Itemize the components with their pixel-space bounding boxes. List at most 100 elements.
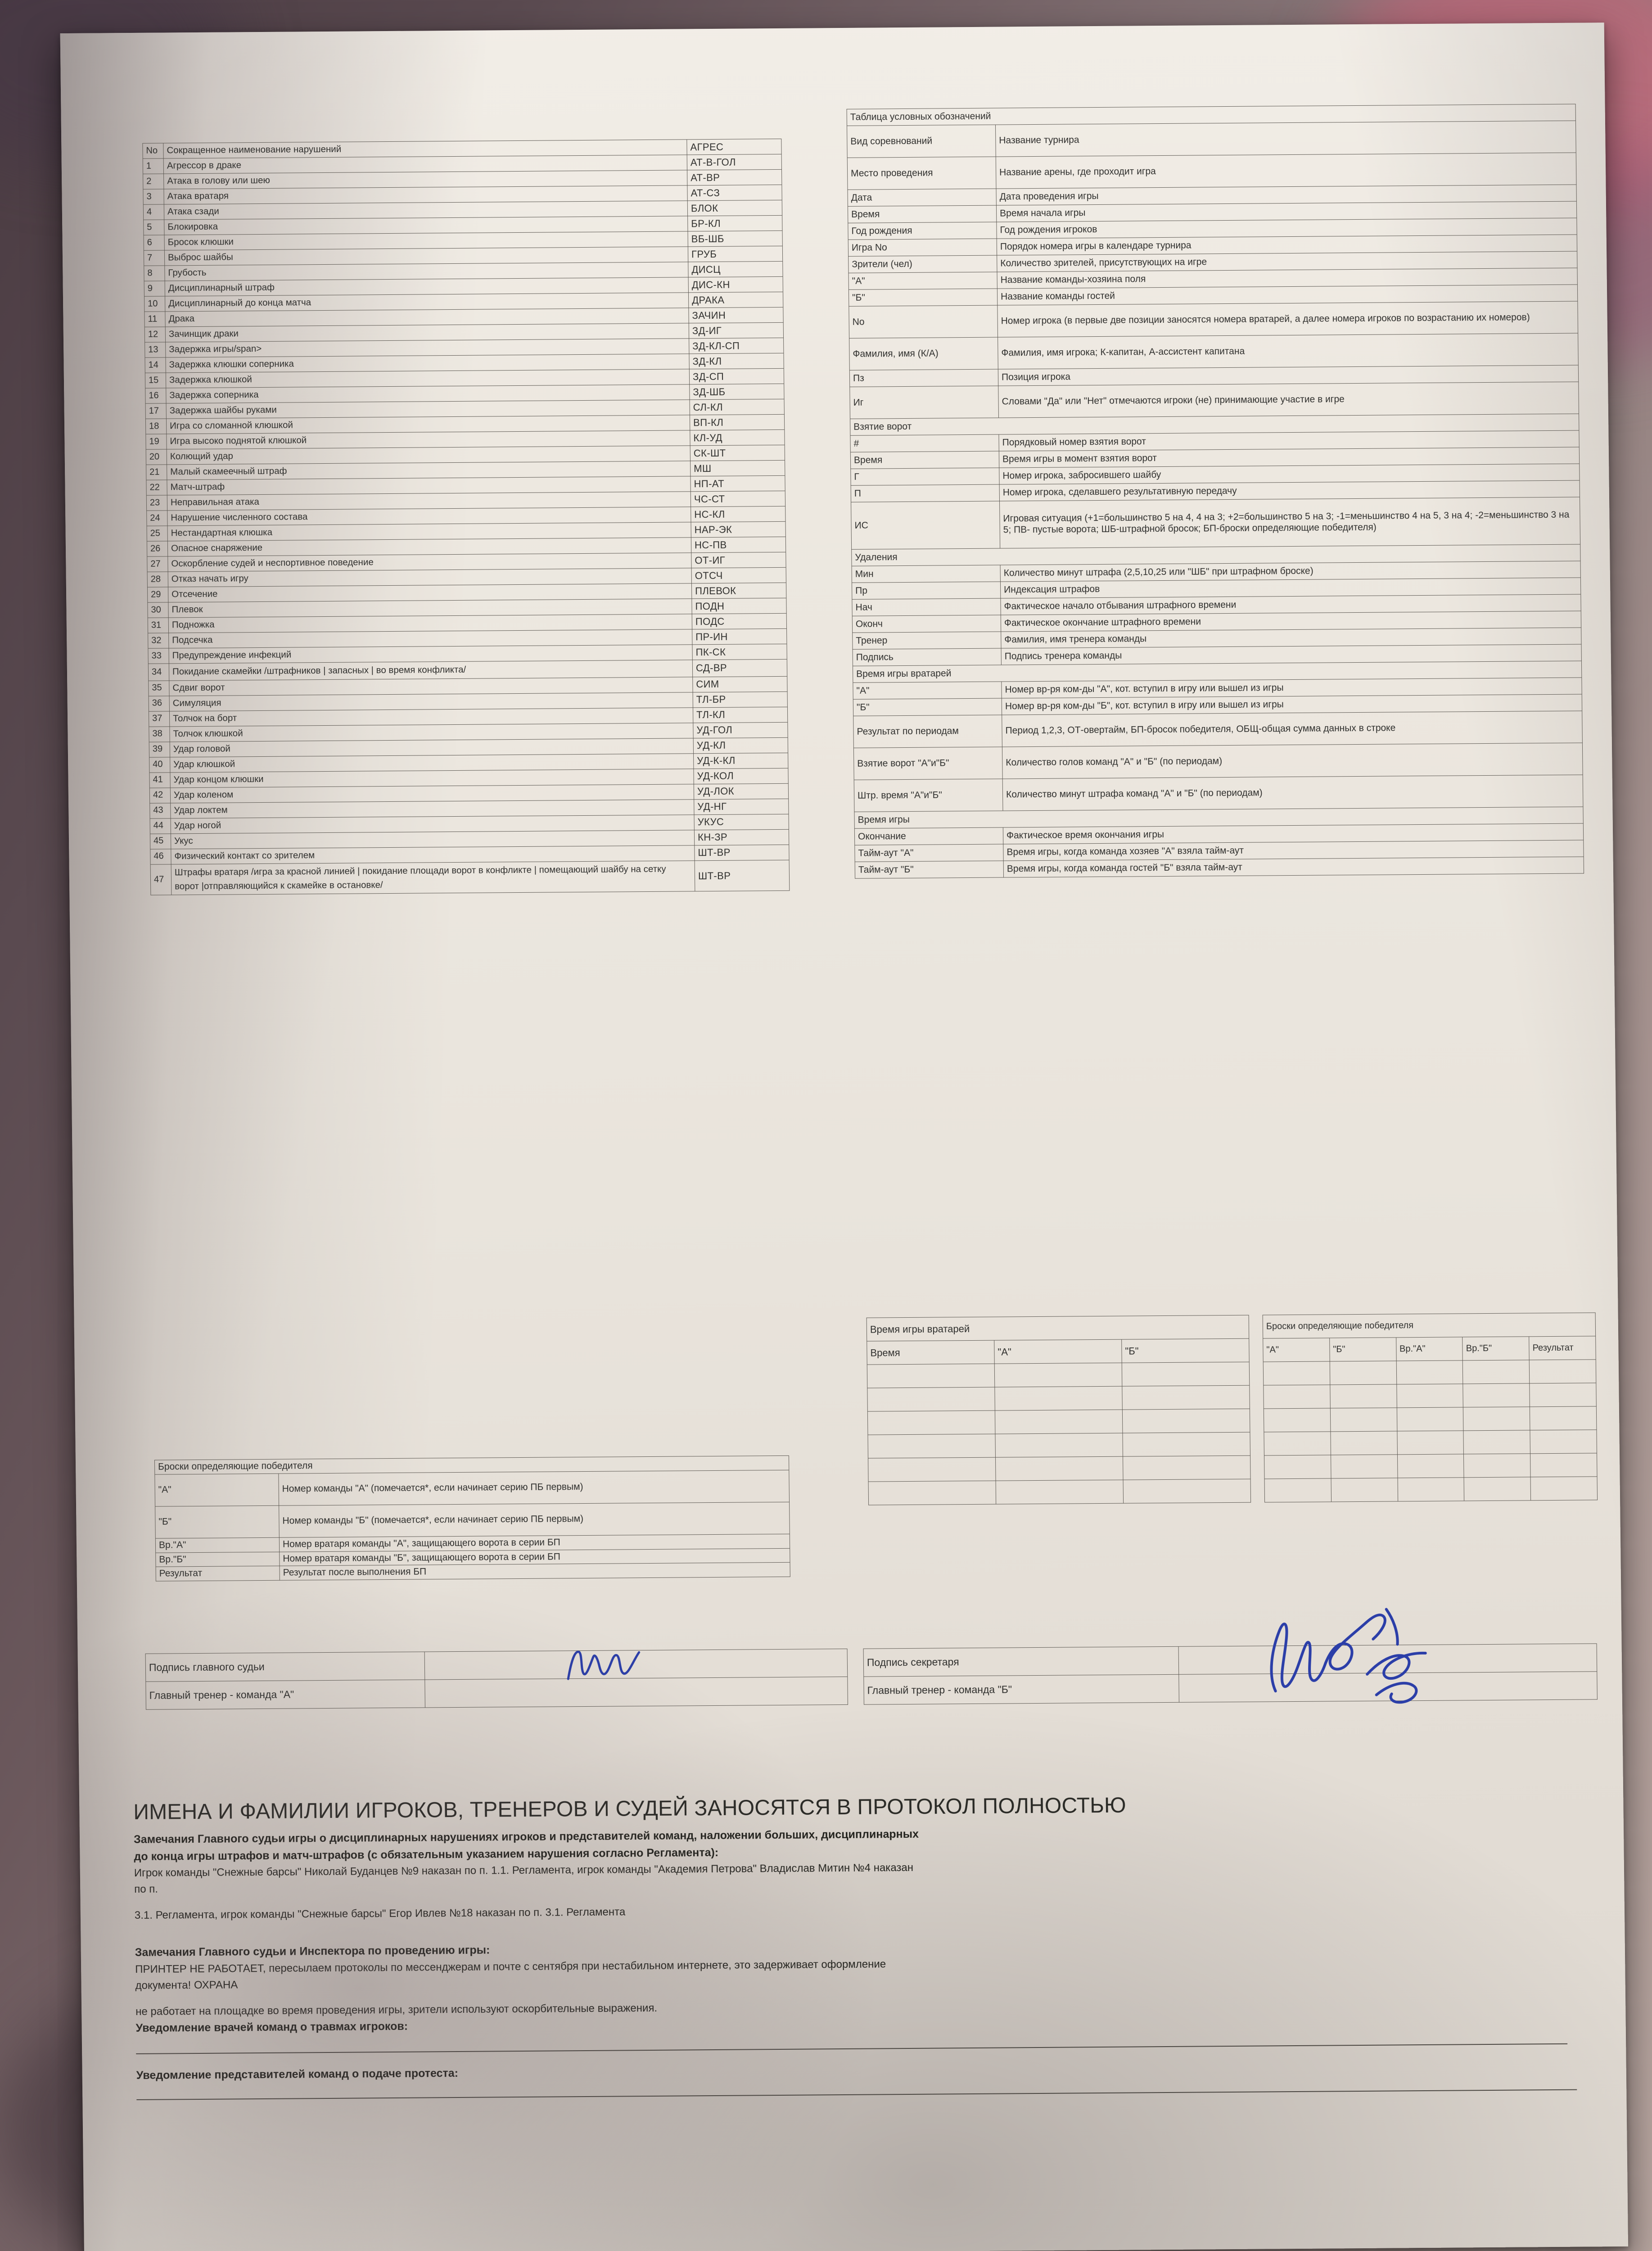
violation-number: 10 <box>144 296 165 312</box>
empty-cell[interactable] <box>1264 1478 1332 1502</box>
empty-cell[interactable] <box>1463 1430 1530 1454</box>
violation-code: НАР-ЭК <box>691 521 786 538</box>
empty-cell[interactable] <box>1463 1406 1530 1431</box>
violation-code: ДИСЦ <box>688 261 783 277</box>
violation-number: 15 <box>145 372 166 389</box>
secretary-label: Подпись секретаря <box>863 1646 1179 1677</box>
empty-cell[interactable] <box>1264 1431 1331 1455</box>
empty-cell[interactable] <box>1330 1407 1397 1432</box>
column-header: "Б" <box>1121 1338 1250 1363</box>
violation-number: 42 <box>149 787 171 803</box>
violation-code: УД-К-КЛ <box>693 753 788 769</box>
empty-cell[interactable] <box>1530 1429 1597 1454</box>
empty-cell[interactable] <box>867 1387 995 1412</box>
empty-cell[interactable] <box>1122 1432 1250 1457</box>
violation-number: 20 <box>146 449 167 465</box>
column-header: "А" <box>1263 1338 1330 1362</box>
legend-key: "А" <box>849 272 998 290</box>
signature-row-secretary: Подпись секретаря <box>863 1608 1597 1704</box>
empty-cell[interactable] <box>1530 1476 1598 1501</box>
legend-key: Взятие ворот "А"и"Б" <box>853 747 1003 780</box>
legend-key: Пз <box>849 369 998 387</box>
empty-cell[interactable] <box>1331 1478 1398 1502</box>
violation-code: СД-ВР <box>692 659 787 677</box>
empty-cell[interactable] <box>1123 1455 1251 1480</box>
violation-code: КЛ-УД <box>690 429 785 446</box>
violation-code: ПЛЕВОК <box>691 583 786 599</box>
column-header: "Б" <box>1329 1337 1396 1361</box>
legend-key: Место проведения <box>847 157 997 190</box>
column-header: Результат <box>1529 1336 1596 1360</box>
empty-cell[interactable] <box>994 1363 1122 1388</box>
empty-cell[interactable] <box>1463 1453 1531 1478</box>
empty-cell[interactable] <box>1462 1360 1530 1384</box>
empty-cell[interactable] <box>1530 1453 1598 1477</box>
legend-key: ИС <box>851 501 1000 550</box>
legend-value: Период 1,2,3, ОТ-овертайм, БП-бросок поб… <box>1002 711 1583 747</box>
empty-cell[interactable] <box>867 1434 996 1459</box>
violation-code: ЗД-КЛ <box>689 353 784 369</box>
empty-cell[interactable] <box>995 1456 1124 1481</box>
empty-cell[interactable] <box>1464 1477 1531 1501</box>
empty-cell[interactable] <box>1396 1407 1464 1431</box>
chief-referee-signature-field[interactable] <box>424 1649 848 1680</box>
violation-code: УКУС <box>694 814 789 830</box>
empty-cell[interactable] <box>1264 1408 1331 1432</box>
column-header: "А" <box>994 1339 1122 1364</box>
violations-header-code: АГРЕС <box>686 139 782 155</box>
doctors-writing-rule <box>136 2043 1568 2055</box>
shootout-legend-value: Результат после выполнения БП <box>280 1562 790 1581</box>
violation-number: 5 <box>143 219 165 235</box>
empty-cell[interactable] <box>1330 1361 1397 1385</box>
empty-cell[interactable] <box>1396 1360 1463 1384</box>
empty-cell[interactable] <box>1331 1454 1398 1478</box>
empty-cell[interactable] <box>867 1410 995 1435</box>
protest-title: Уведомление представителей команд о пода… <box>136 2067 459 2082</box>
violation-code: ЗД-ИГ <box>689 322 784 339</box>
table-row: "А" Номер команды "А" (помечается*, если … <box>154 1470 790 1506</box>
secretary-signature-field[interactable] <box>1178 1608 1597 1704</box>
head-coach-b-signature-field[interactable] <box>1178 1671 1598 1703</box>
empty-cell[interactable] <box>1397 1430 1464 1455</box>
empty-cell[interactable] <box>1396 1383 1463 1408</box>
table-row: Взятие ворот "А"и"Б" Количество голов ком… <box>853 743 1583 780</box>
violation-code: ДИС-КН <box>688 276 783 293</box>
empty-cell[interactable] <box>1123 1479 1251 1504</box>
empty-cell[interactable] <box>868 1457 996 1482</box>
empty-cell[interactable] <box>1263 1384 1331 1409</box>
empty-cell[interactable] <box>1529 1359 1596 1383</box>
head-coach-a-signature-field[interactable] <box>424 1677 848 1708</box>
empty-cell[interactable] <box>1122 1362 1250 1387</box>
empty-cell[interactable] <box>994 1386 1123 1411</box>
violation-code: УД-КЛ <box>693 737 788 754</box>
violation-code: ОТСЧ <box>691 567 786 583</box>
violation-number: 3 <box>143 189 164 205</box>
violation-number: 27 <box>147 556 168 572</box>
empty-cell[interactable] <box>1264 1455 1331 1479</box>
shootout-legend-key: Вр."А" <box>155 1537 280 1553</box>
empty-cell[interactable] <box>1330 1384 1397 1408</box>
empty-cell[interactable] <box>1529 1383 1597 1407</box>
empty-cell[interactable] <box>1122 1409 1250 1433</box>
empty-cell[interactable] <box>1122 1385 1250 1410</box>
empty-cell[interactable] <box>1263 1361 1330 1385</box>
violation-number: 11 <box>144 311 166 327</box>
violations-table: No Сокращенное наименование нарушений АГ… <box>142 139 790 895</box>
empty-cell[interactable] <box>867 1364 995 1388</box>
shootout-grid-table: Броски определяющие победителя "А" "Б" Вр.… <box>1263 1312 1598 1502</box>
empty-cell[interactable] <box>1330 1431 1398 1455</box>
empty-cell[interactable] <box>1397 1477 1464 1501</box>
table-row <box>1264 1453 1598 1479</box>
empty-cell[interactable] <box>995 1410 1123 1434</box>
empty-cell[interactable] <box>1397 1454 1464 1478</box>
table-row: No Номер игрока (в первые две позиции зан… <box>849 301 1578 339</box>
empty-cell[interactable] <box>996 1480 1124 1505</box>
violation-number: 17 <box>145 403 167 419</box>
empty-cell[interactable] <box>868 1481 996 1505</box>
chief-referee-label: Подпись главного судьи <box>145 1651 425 1682</box>
violation-number: 14 <box>144 357 166 373</box>
empty-cell[interactable] <box>1463 1383 1530 1407</box>
empty-cell[interactable] <box>995 1433 1123 1458</box>
empty-cell[interactable] <box>1530 1406 1597 1430</box>
